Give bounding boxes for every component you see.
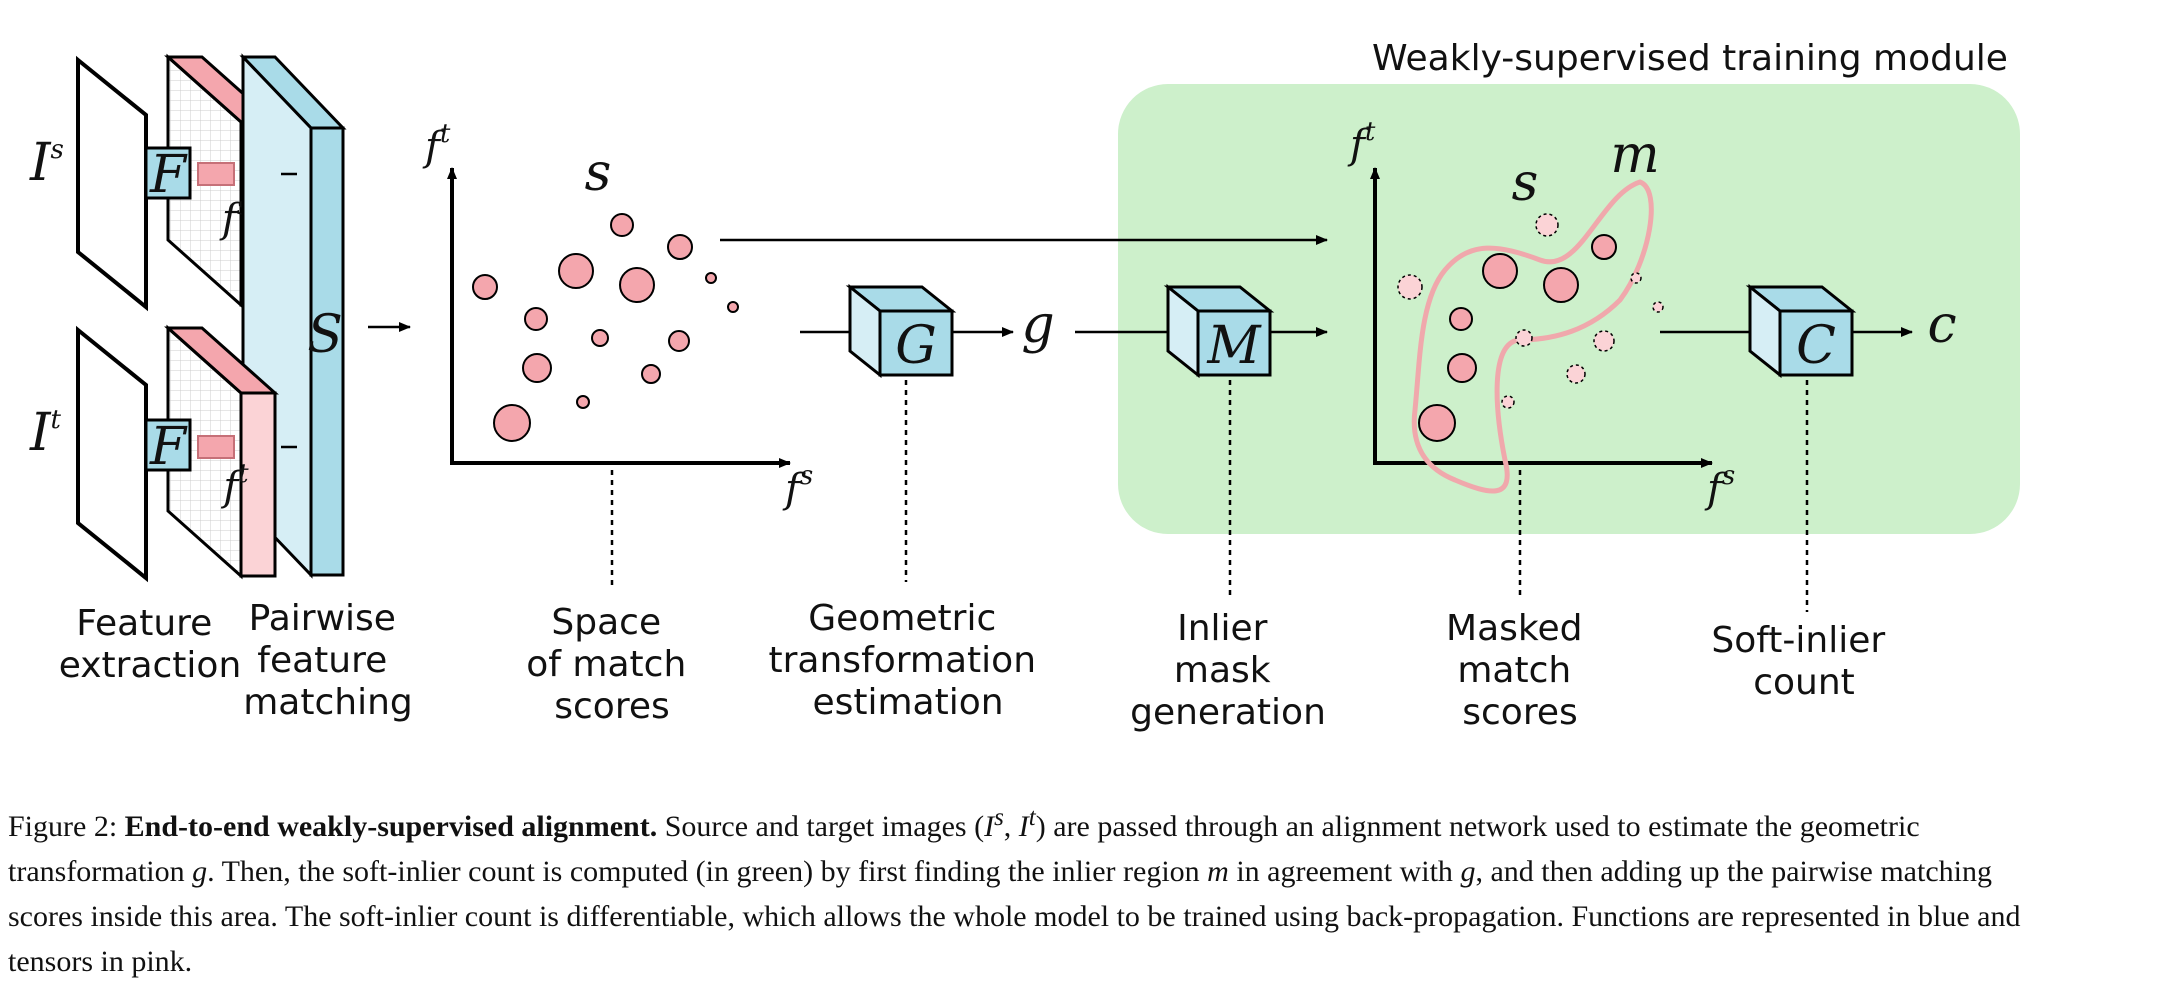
training-module-panel: [1118, 84, 2020, 534]
label-pairwise-matching: Pairwise feature matching: [243, 598, 413, 723]
outlier-dot: [1501, 395, 1515, 409]
outlier-dot: [1630, 272, 1642, 284]
label-feature-extraction: Feature extraction: [59, 603, 242, 686]
masked-inlier-dots: [1418, 234, 1617, 442]
label-inlier-mask: Inlier mask generation: [1130, 608, 1326, 733]
target-feature-patch: [197, 435, 235, 459]
source-feature-patch: [197, 162, 235, 186]
outlier-dot: [1593, 330, 1615, 352]
score-dot: [667, 234, 693, 260]
caption-figure-number: Figure 2:: [8, 810, 118, 843]
source-extractor-symbol: F: [149, 145, 188, 205]
training-module-title: Weakly-supervised training module: [1372, 38, 2008, 79]
scores-x-label: fs: [782, 461, 813, 512]
target-feature-front: [239, 391, 277, 578]
score-dot: [610, 213, 634, 237]
source-image-stage: Is F fs: [29, 53, 279, 312]
inlier-dot: [1447, 353, 1477, 383]
target-extractor-box: [144, 418, 192, 472]
geometric-estimator-box: G: [845, 283, 957, 379]
score-dot: [558, 253, 594, 289]
score-dot: [591, 329, 609, 347]
inlier-dot: [1482, 253, 1518, 289]
label-masked-scores: Masked match scores: [1446, 608, 1594, 733]
inlier-region-symbol: m: [1610, 125, 1659, 185]
score-dot: [522, 353, 552, 383]
inlier-mask-box: M: [1163, 283, 1275, 379]
target-image-symbol: It: [29, 403, 62, 463]
scores-symbol: s: [585, 143, 612, 203]
outlier-dot: [1535, 213, 1559, 237]
pipeline-diagram: Weakly-supervised training module Is F f…: [29, 38, 2020, 733]
scores-y-label: ft: [422, 119, 451, 170]
masked-scores-symbol: s: [1512, 153, 1539, 213]
score-dot: [493, 404, 531, 442]
outlier-dot: [1515, 329, 1533, 347]
source-image-symbol: Is: [29, 133, 64, 193]
inlier-dot: [1449, 307, 1473, 331]
inlier-dot: [1418, 404, 1456, 442]
score-dot: [668, 330, 690, 352]
match-tensor-front: [309, 126, 345, 577]
soft-inlier-counter-box: C: [1745, 283, 1857, 379]
inlier-dot: [1591, 234, 1617, 260]
source-image-plane: [76, 55, 148, 312]
score-dot: [576, 395, 590, 409]
geometric-estimator-symbol: G: [895, 316, 937, 376]
match-tensor-symbol: S: [307, 305, 343, 365]
score-dots: [472, 213, 739, 442]
masked-outlier-dots: [1397, 213, 1664, 409]
caption-title: End-to-end weakly-supervised alignment.: [124, 810, 658, 843]
leader-lines: [610, 380, 1809, 612]
inlier-mask-symbol: M: [1206, 316, 1262, 376]
score-dot: [641, 364, 661, 384]
inlier-dot: [1543, 267, 1579, 303]
outlier-dot: [1652, 301, 1664, 313]
target-image-plane: [76, 325, 148, 583]
score-dot: [705, 272, 717, 284]
target-extractor-symbol: F: [149, 417, 188, 477]
soft-inlier-counter-symbol: C: [1796, 316, 1836, 376]
target-image-stage: It F ft: [29, 324, 279, 583]
transform-symbol: g: [1021, 295, 1054, 355]
count-symbol: c: [1927, 295, 1956, 355]
outlier-dot: [1397, 274, 1423, 300]
inlier-region-outline: [1411, 179, 1654, 494]
masked-score-space: ft fs s m: [1347, 117, 1735, 512]
score-dot: [727, 301, 739, 313]
label-soft-inlier: Soft-inlier count: [1711, 620, 1896, 703]
figure-caption: Figure 2: End-to-end weakly-supervised a…: [8, 804, 2021, 978]
match-score-space: ft fs s: [422, 119, 813, 512]
label-space-of-scores: Space of match scores: [526, 602, 697, 727]
score-dot: [472, 274, 498, 300]
score-dot: [524, 307, 548, 331]
label-geometric-estimation: Geometric transformation estimation: [769, 598, 1048, 723]
score-dot: [619, 267, 655, 303]
outlier-dot: [1566, 364, 1586, 384]
source-extractor-box: [144, 146, 192, 200]
